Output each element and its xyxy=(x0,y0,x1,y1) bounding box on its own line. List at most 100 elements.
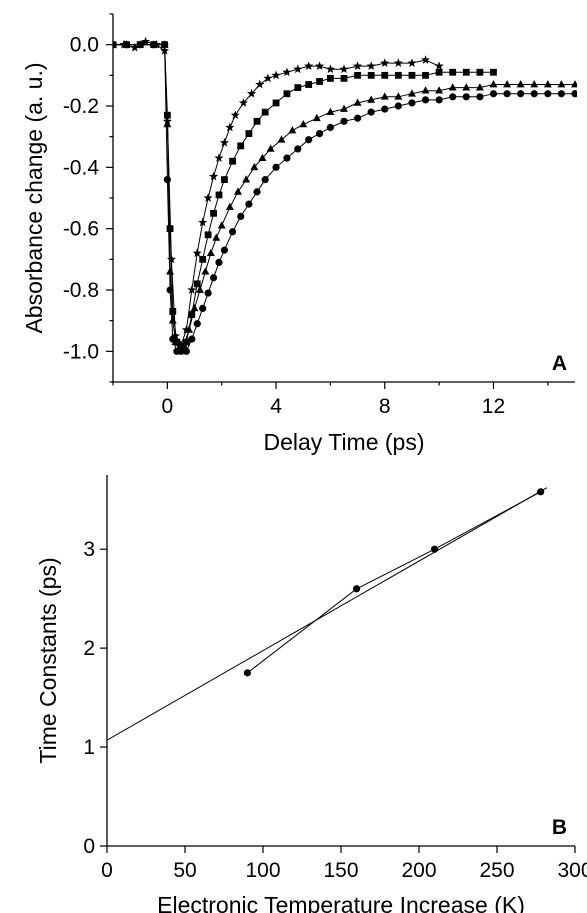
x-tick-label: 200 xyxy=(401,859,436,882)
panel-a-triangle-point xyxy=(489,80,498,88)
panel-a-triangle-point xyxy=(435,86,444,94)
y-tick-label: -0.8 xyxy=(63,279,99,302)
panel-a-triangle-point xyxy=(206,248,215,257)
panel-b-label: B xyxy=(552,816,567,839)
chart-panel-b: 0 50 100 150 200 250 300 0 1 2 3 Electronic Tempe… xyxy=(35,475,587,913)
panel-a-circle-point xyxy=(182,347,190,355)
x-tick-label: 12 xyxy=(482,395,505,418)
panel-a-star-point xyxy=(141,36,151,46)
panel-a-circle-point xyxy=(228,228,237,236)
panel-a-triangle-point xyxy=(530,80,539,88)
panel-a-star-point xyxy=(198,217,208,227)
panel-a-circle-point xyxy=(503,90,511,98)
x-tick-label: 0 xyxy=(162,395,174,418)
panel-a-circle-point xyxy=(261,176,269,184)
panel-a-square-point xyxy=(221,176,228,183)
panel-a-star-point xyxy=(170,331,181,340)
panel-a-star-point xyxy=(255,79,265,89)
panel-a-circle-point xyxy=(367,108,375,116)
panel-a-star-point xyxy=(325,64,335,74)
panel-a-square-point xyxy=(272,99,280,107)
panel-a-square-point xyxy=(188,311,196,318)
panel-a-triangle-point xyxy=(201,267,210,275)
panel-a-circle-point xyxy=(163,176,171,184)
panel-a-square-point xyxy=(435,68,443,76)
panel-a-star-point xyxy=(219,138,229,147)
panel-a-circle-point xyxy=(571,90,577,98)
panel-a-star-point xyxy=(366,61,376,71)
panel-a-triangle-point xyxy=(421,86,430,94)
panel-a-star-point xyxy=(192,248,202,258)
panel-a-square-point xyxy=(408,71,416,79)
panel-a-triangle-point xyxy=(543,80,552,88)
panel-a-triangle-point xyxy=(299,120,308,128)
panel-a-triangle-point xyxy=(288,126,297,134)
panel-a-circle-point xyxy=(237,212,245,220)
panel-b-data-point xyxy=(431,545,439,553)
panel-a-square-point xyxy=(316,78,323,85)
panel-a-circle-point xyxy=(381,105,389,113)
panel-a-triangle-point xyxy=(367,95,376,103)
panel-a-star-point xyxy=(282,67,292,77)
panel-a-circle-point xyxy=(253,188,261,196)
panel-a-triangle-point xyxy=(326,107,335,115)
panel-b-series-layer xyxy=(107,487,548,741)
panel-a-square-point xyxy=(490,68,497,76)
panel-a-star-point xyxy=(293,64,303,74)
panel-a-circle-point xyxy=(408,99,416,107)
panel-a-square-point xyxy=(215,191,223,199)
x-tick-label: 100 xyxy=(245,859,280,882)
panel-a-triangle-point xyxy=(190,304,199,312)
panel-a-star-point xyxy=(187,285,197,294)
panel-b-x-ticks: 0 50 100 150 200 250 300 xyxy=(101,846,587,882)
panel-a-square-point xyxy=(261,108,269,116)
panel-a-square-point xyxy=(253,117,261,125)
panel-a-square-point xyxy=(245,130,253,137)
panel-a-circle-point xyxy=(113,41,117,49)
panel-a-square-point xyxy=(476,68,484,76)
panel-a-circle-point xyxy=(340,117,348,125)
panel-b-data-line xyxy=(247,491,541,674)
y-tick-label: -1.0 xyxy=(63,340,99,363)
panel-a-circle-point xyxy=(245,200,253,208)
panel-a-star-point xyxy=(339,64,349,74)
panel-a-square-point xyxy=(193,280,201,288)
panel-b-data-point xyxy=(353,585,361,593)
panel-a-circle-point xyxy=(169,335,177,343)
panel-a-triangle-point xyxy=(179,340,188,349)
chart-panel-a: 0 4 8 12 0.0 -0.2 -0.4 -0.6 -0.8 -1.0 Delay Time… xyxy=(21,13,577,455)
panel-a-square-point xyxy=(422,71,429,79)
panel-a-square-point xyxy=(367,71,375,79)
panel-a-star-point xyxy=(230,110,240,120)
panel-a-star-point xyxy=(263,73,273,83)
panel-a-circle-point xyxy=(136,41,144,49)
y-tick-label: 0.0 xyxy=(70,34,99,57)
panel-a-circle-point xyxy=(283,154,291,162)
panel-a-triangle-point xyxy=(242,175,251,183)
panel-b-fit-line xyxy=(107,487,548,741)
panel-a-square-point xyxy=(449,68,457,76)
panel-a-star-point xyxy=(353,61,363,71)
panel-a-series-layer xyxy=(113,36,577,355)
panel-a-star-point xyxy=(380,58,390,67)
y-tick-label: 3 xyxy=(83,538,95,561)
panel-b-x-axis-label: Electronic Temperature Increase (K) xyxy=(157,892,525,913)
panel-a-triangle-point xyxy=(462,83,471,91)
panel-a-star-point xyxy=(181,325,191,334)
panel-a-circle-point xyxy=(326,123,335,132)
panel-a-square-point xyxy=(394,71,402,79)
panel-a-star-point xyxy=(238,98,249,107)
panel-b-data-point xyxy=(243,669,251,677)
panel-a-circle-point xyxy=(315,130,324,138)
panel-a-star-point xyxy=(271,70,281,80)
panel-a-triangle-point xyxy=(168,316,177,324)
panel-a-triangle-point xyxy=(163,120,172,128)
panel-a-circle-point xyxy=(530,90,538,98)
panel-b-y-axis-label: Time Constants (ps) xyxy=(35,557,61,763)
panel-a-square-point xyxy=(283,90,291,98)
panel-a-triangle-point xyxy=(266,144,275,152)
panel-a-circle-point xyxy=(476,93,484,101)
panel-a-square-point xyxy=(199,255,207,263)
panel-a-y-axis-label: Absorbance change (a. u.) xyxy=(21,62,47,333)
y-tick-label: 1 xyxy=(83,736,95,759)
